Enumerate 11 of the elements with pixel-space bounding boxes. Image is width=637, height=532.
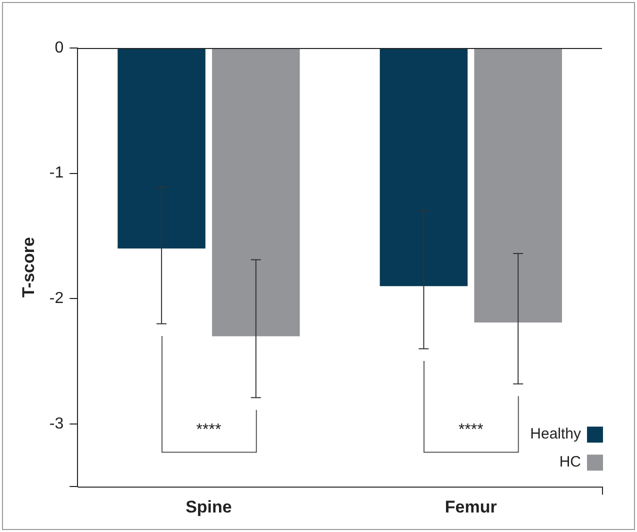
y-tick-label: -2	[49, 290, 64, 308]
y-axis-title: T-score	[18, 237, 38, 298]
x-tick-label: Femur	[444, 497, 498, 516]
annotation: ****	[196, 421, 222, 438]
x-tick-label: Spine	[186, 497, 232, 516]
y-tick-label: -1	[49, 164, 64, 182]
y-tick-label: 0	[54, 39, 64, 56]
y-tick-label: -3	[49, 415, 64, 432]
annotation: ****	[458, 421, 484, 438]
legend-label: Healthy	[530, 426, 582, 443]
legend-label: HC	[559, 454, 582, 471]
